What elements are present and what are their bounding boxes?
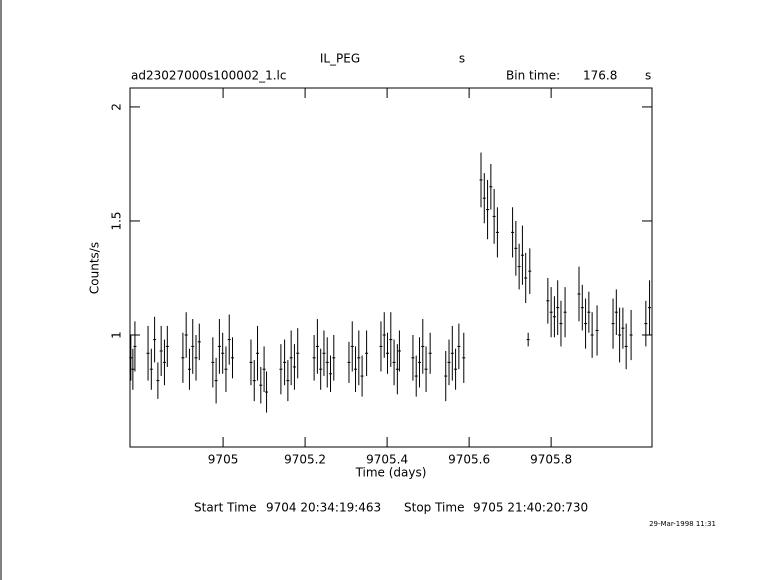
start-time: 9704 20:34:19:463 <box>266 501 381 515</box>
x-tick-label: 9705 <box>208 453 239 467</box>
bin-time-unit: s <box>645 69 651 83</box>
y-tick-label: 1 <box>110 331 124 339</box>
x-tick-label: 9705.8 <box>530 453 572 467</box>
bin-time-label: Bin time: <box>506 69 560 83</box>
chart-title: IL_PEG <box>320 52 360 66</box>
x-axis-label: Time (days) <box>355 466 427 480</box>
x-tick-label: 9705.2 <box>284 453 326 467</box>
timestamp: 29-Mar-1998 11:31 <box>649 520 716 528</box>
title-unit: s <box>459 52 465 66</box>
file-name: ad23027000s100002_1.lc <box>131 69 287 83</box>
plot-frame <box>129 87 653 448</box>
start-time-label: Start Time <box>194 501 257 515</box>
bin-time: 176.8 <box>583 69 617 83</box>
y-tick-label: 1.5 <box>110 211 124 230</box>
stop-time: 9705 21:40:20:730 <box>473 501 588 515</box>
y-tick-label: 2 <box>110 103 124 111</box>
x-tick-label: 9705.6 <box>448 453 490 467</box>
y-axis-label: Counts/s <box>88 242 102 294</box>
x-tick-label: 9705.4 <box>366 453 408 467</box>
stop-time-label: Stop Time <box>404 501 464 515</box>
